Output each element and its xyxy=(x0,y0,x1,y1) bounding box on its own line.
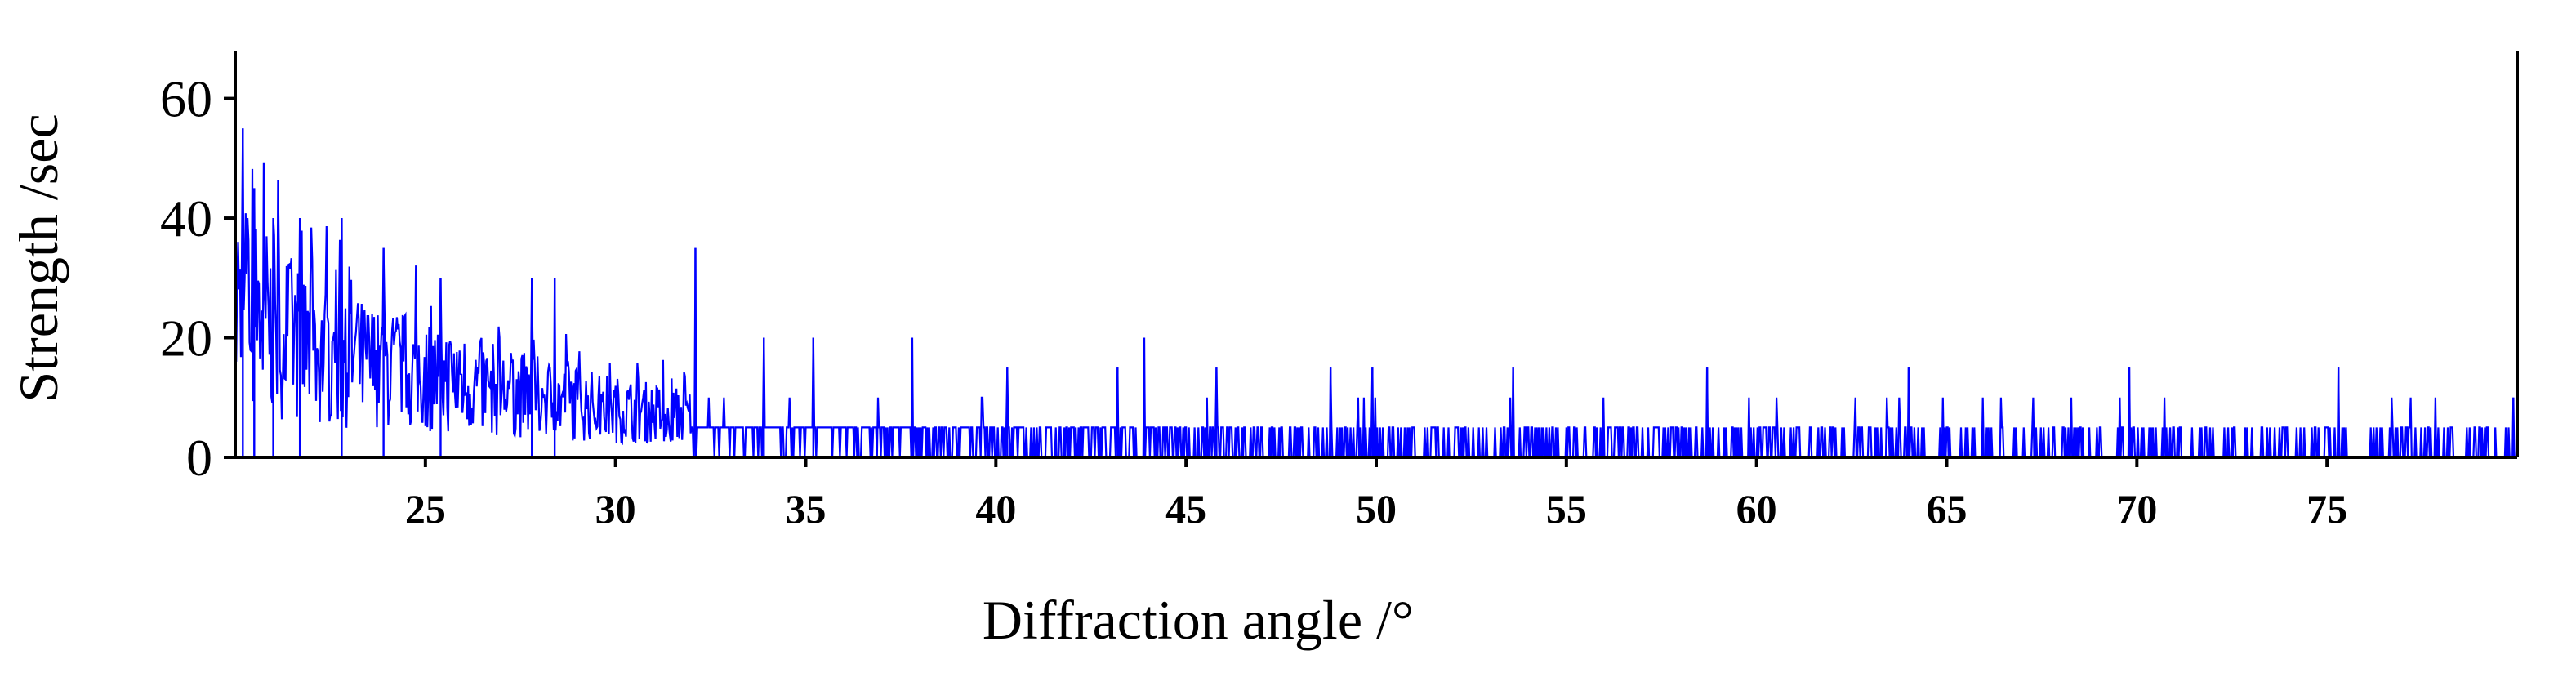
spectrum-series-line xyxy=(234,128,2519,459)
y-tick-label: 0 xyxy=(186,429,212,487)
x-tick-label: 50 xyxy=(1356,486,1397,532)
y-tick-label: 40 xyxy=(160,189,212,247)
x-tick-group: 25 30 35 40 45 50 55 60 65 70 75 xyxy=(405,457,2347,532)
y-tick-label: 60 xyxy=(160,70,212,128)
x-tick-label: 60 xyxy=(1736,486,1777,532)
x-tick-label: 65 xyxy=(1927,486,1968,532)
x-tick-label: 45 xyxy=(1165,486,1206,532)
plot-area: 25 30 35 40 45 50 55 60 65 70 75 0 20 40 60 xyxy=(160,51,2519,532)
x-tick-label: 35 xyxy=(786,486,827,532)
x-axis-title: Diffraction angle /° xyxy=(983,589,1414,651)
y-axis-title: Strength /sec xyxy=(7,114,69,402)
y-tick-group: 0 20 40 60 xyxy=(160,70,235,487)
x-tick-label: 30 xyxy=(595,486,636,532)
x-tick-label: 55 xyxy=(1546,486,1587,532)
x-tick-label: 75 xyxy=(2306,486,2347,532)
y-tick-label: 20 xyxy=(160,310,212,368)
x-tick-label: 40 xyxy=(975,486,1016,532)
x-tick-label: 25 xyxy=(405,486,446,532)
series-layer xyxy=(234,128,2519,459)
x-tick-label: 70 xyxy=(2116,486,2157,532)
